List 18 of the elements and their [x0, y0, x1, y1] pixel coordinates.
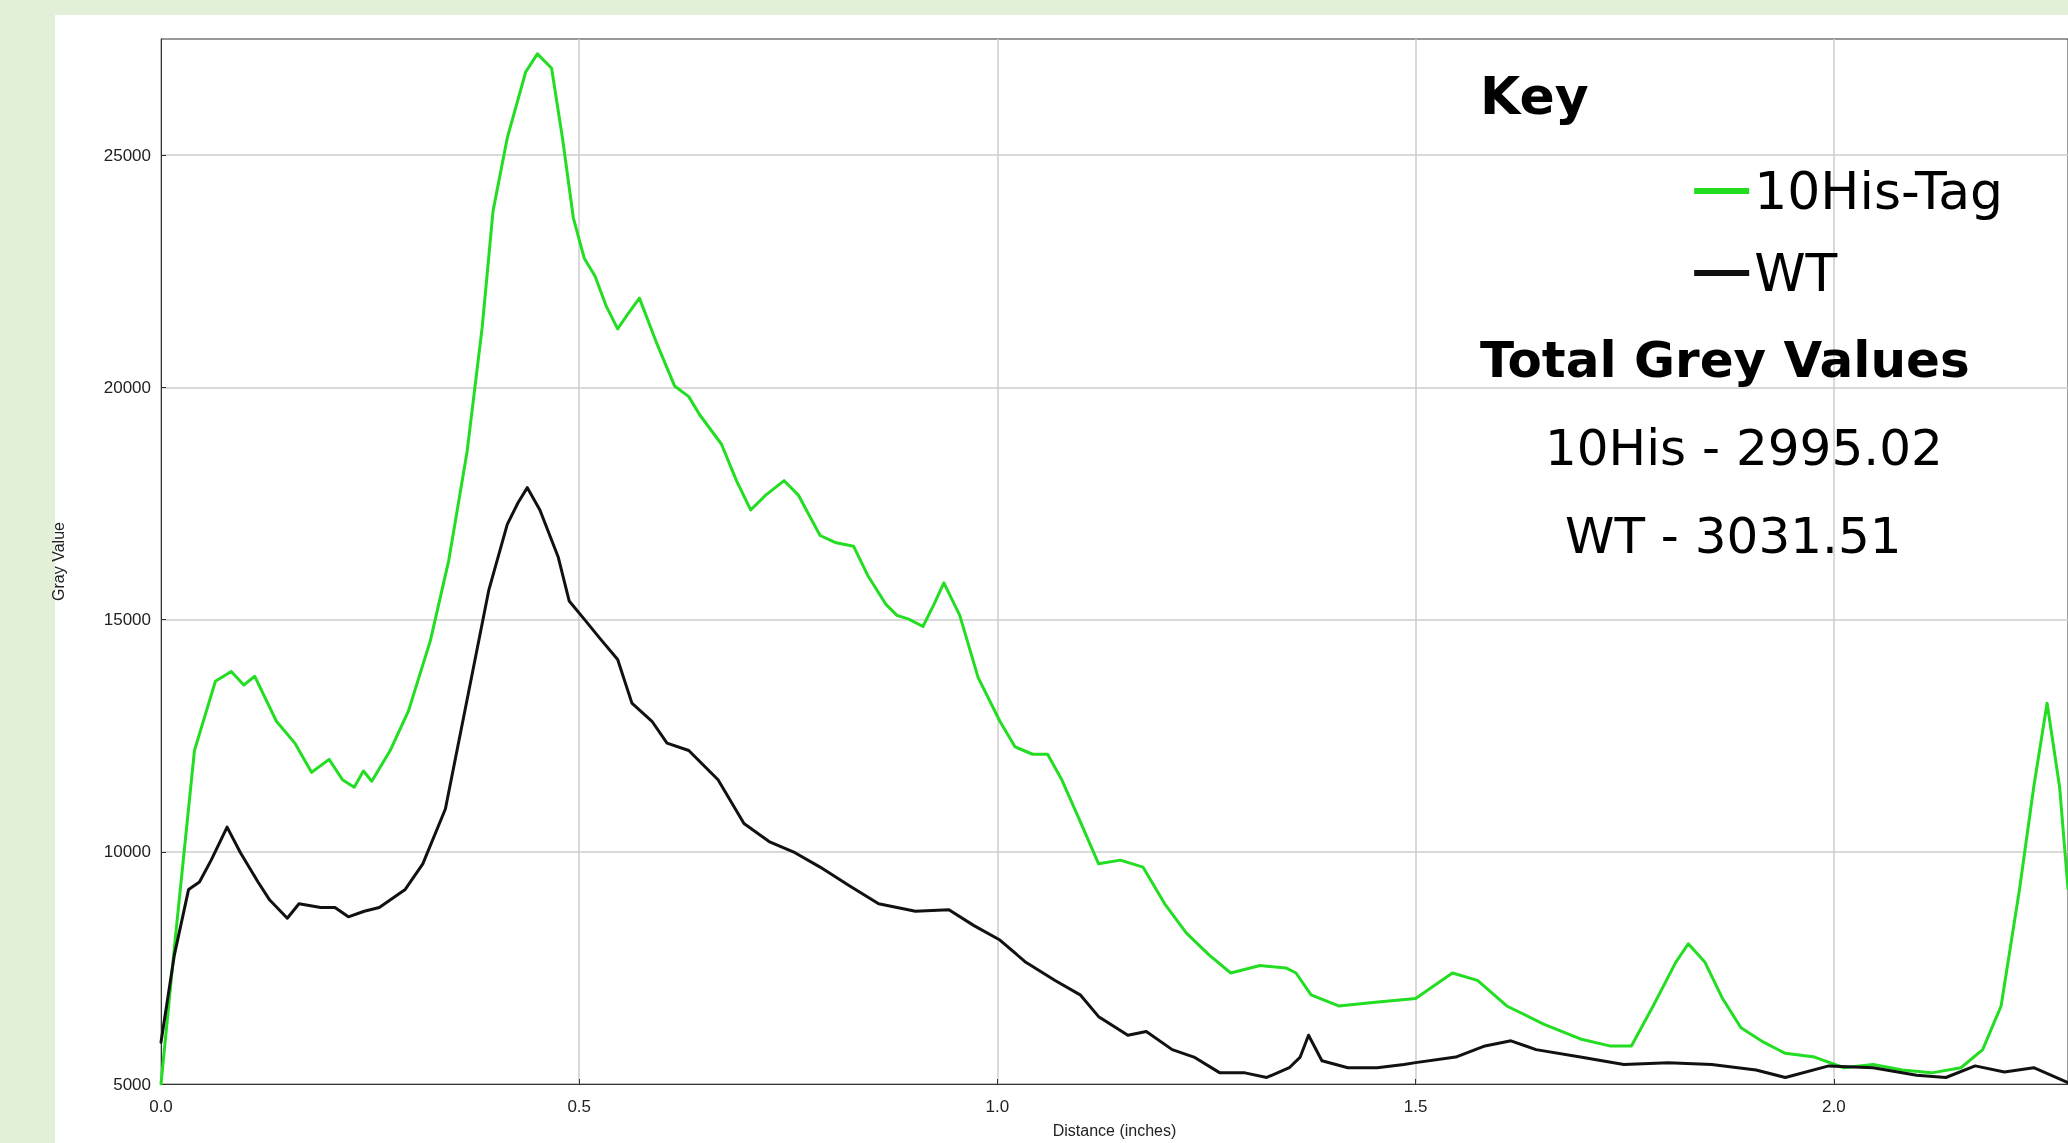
y-axis-title: Gray Value [49, 521, 67, 601]
y-tick-label: 15000 [103, 610, 151, 630]
x-tick-label: 1.5 [1403, 1097, 1428, 1116]
y-tick-label: 25000 [103, 145, 151, 165]
x-tick-label: 1.0 [985, 1097, 1010, 1116]
x-axis-title: Distance (inches) [1052, 1121, 1177, 1139]
y-tick-label: 5000 [113, 1074, 151, 1094]
legend-title: Key [1480, 66, 1589, 126]
annotation: 10His - 2995.02 [1545, 419, 1943, 477]
y-tick-label: 20000 [103, 377, 151, 397]
x-tick-label: 0.5 [567, 1097, 592, 1116]
annotation: Total Grey Values [1480, 331, 1970, 389]
legend-label: WT [1754, 243, 1838, 303]
annotation: WT - 3031.51 [1565, 507, 1902, 565]
legend-label: 10His-Tag [1754, 161, 2003, 221]
x-tick-label: 2.0 [1821, 1097, 1846, 1116]
x-tick-label: 0.0 [149, 1097, 173, 1116]
y-tick-label: 10000 [103, 842, 151, 862]
